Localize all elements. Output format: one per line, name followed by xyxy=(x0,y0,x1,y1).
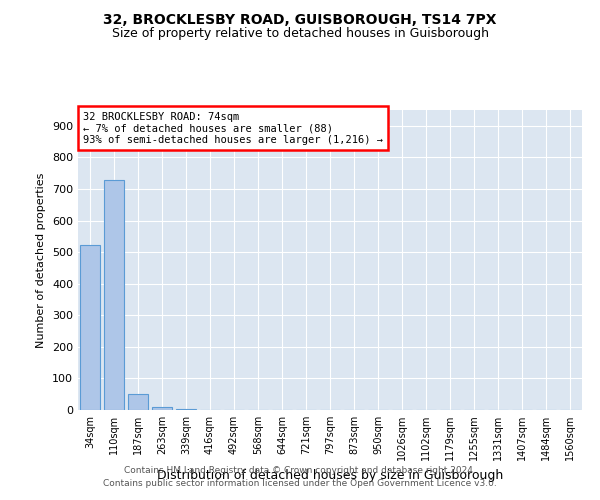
Text: 32 BROCKLESBY ROAD: 74sqm
← 7% of detached houses are smaller (88)
93% of semi-d: 32 BROCKLESBY ROAD: 74sqm ← 7% of detach… xyxy=(83,112,383,144)
Bar xyxy=(104,180,124,410)
Bar xyxy=(128,394,148,410)
Text: Contains HM Land Registry data © Crown copyright and database right 2024.
Contai: Contains HM Land Registry data © Crown c… xyxy=(103,466,497,487)
X-axis label: Distribution of detached houses by size in Guisborough: Distribution of detached houses by size … xyxy=(157,469,503,482)
Bar xyxy=(176,409,196,410)
Text: 32, BROCKLESBY ROAD, GUISBOROUGH, TS14 7PX: 32, BROCKLESBY ROAD, GUISBOROUGH, TS14 7… xyxy=(103,12,497,26)
Bar xyxy=(152,407,172,410)
Y-axis label: Number of detached properties: Number of detached properties xyxy=(37,172,46,348)
Text: Size of property relative to detached houses in Guisborough: Size of property relative to detached ho… xyxy=(112,28,488,40)
Bar xyxy=(80,245,100,410)
